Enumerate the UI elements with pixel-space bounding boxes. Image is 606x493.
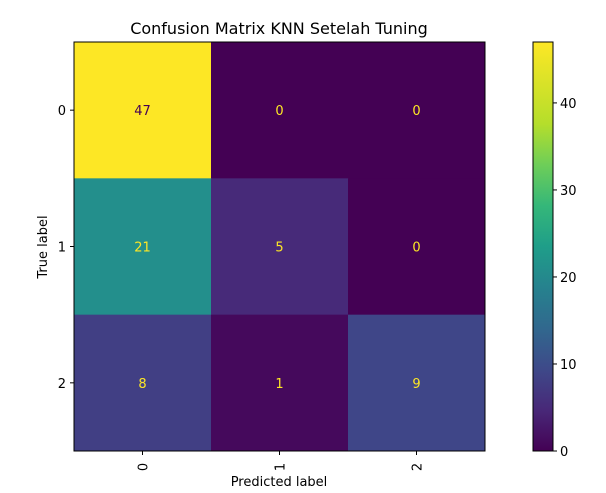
cell-value-label: 0 (412, 241, 420, 256)
y-axis-ticks: 0 1 2 (58, 104, 74, 392)
y-axis-label: True label (36, 215, 51, 279)
heatmap-cell (348, 178, 486, 316)
cell-value-labels: 47 0 0 21 5 0 8 1 9 (134, 104, 420, 392)
colorbar (532, 41, 554, 452)
x-tick-label: 0 (137, 463, 152, 471)
colorbar-tick-label: 10 (560, 358, 577, 373)
colorbar-tick-label: 0 (560, 445, 568, 460)
heatmap-cell (211, 42, 349, 179)
y-tick-label: 1 (58, 241, 66, 256)
chart-title: Confusion Matrix KNN Setelah Tuning (130, 19, 428, 38)
cell-value-label: 5 (275, 241, 283, 256)
x-tick-label: 2 (411, 463, 426, 471)
cell-value-label: 9 (412, 377, 420, 392)
cell-value-label: 8 (138, 377, 146, 392)
heatmap-cell (74, 314, 212, 452)
x-axis-ticks: 0 1 2 (137, 451, 426, 471)
y-tick-label: 2 (58, 377, 66, 392)
colorbar-tick-label: 40 (560, 97, 577, 112)
colorbar-tick-label: 20 (560, 271, 577, 286)
heatmap-cell (348, 42, 486, 179)
colorbar-ticks: 0 10 20 30 40 (553, 97, 577, 460)
cell-value-label: 47 (134, 104, 151, 119)
heatmap-cell (74, 178, 212, 316)
y-tick-label: 0 (58, 104, 66, 119)
cell-value-label: 0 (275, 104, 283, 119)
colorbar-tick-label: 30 (560, 184, 577, 199)
heatmap-cell (211, 178, 349, 316)
heatmap-cell (348, 314, 486, 452)
heatmap-cell (211, 314, 349, 452)
cell-value-label: 1 (275, 377, 283, 392)
cell-value-label: 0 (412, 104, 420, 119)
x-axis-label: Predicted label (231, 475, 328, 490)
x-tick-label: 1 (274, 463, 289, 471)
cell-value-label: 21 (134, 241, 151, 256)
heatmap-cells (74, 42, 486, 452)
heatmap-cell (74, 42, 212, 179)
